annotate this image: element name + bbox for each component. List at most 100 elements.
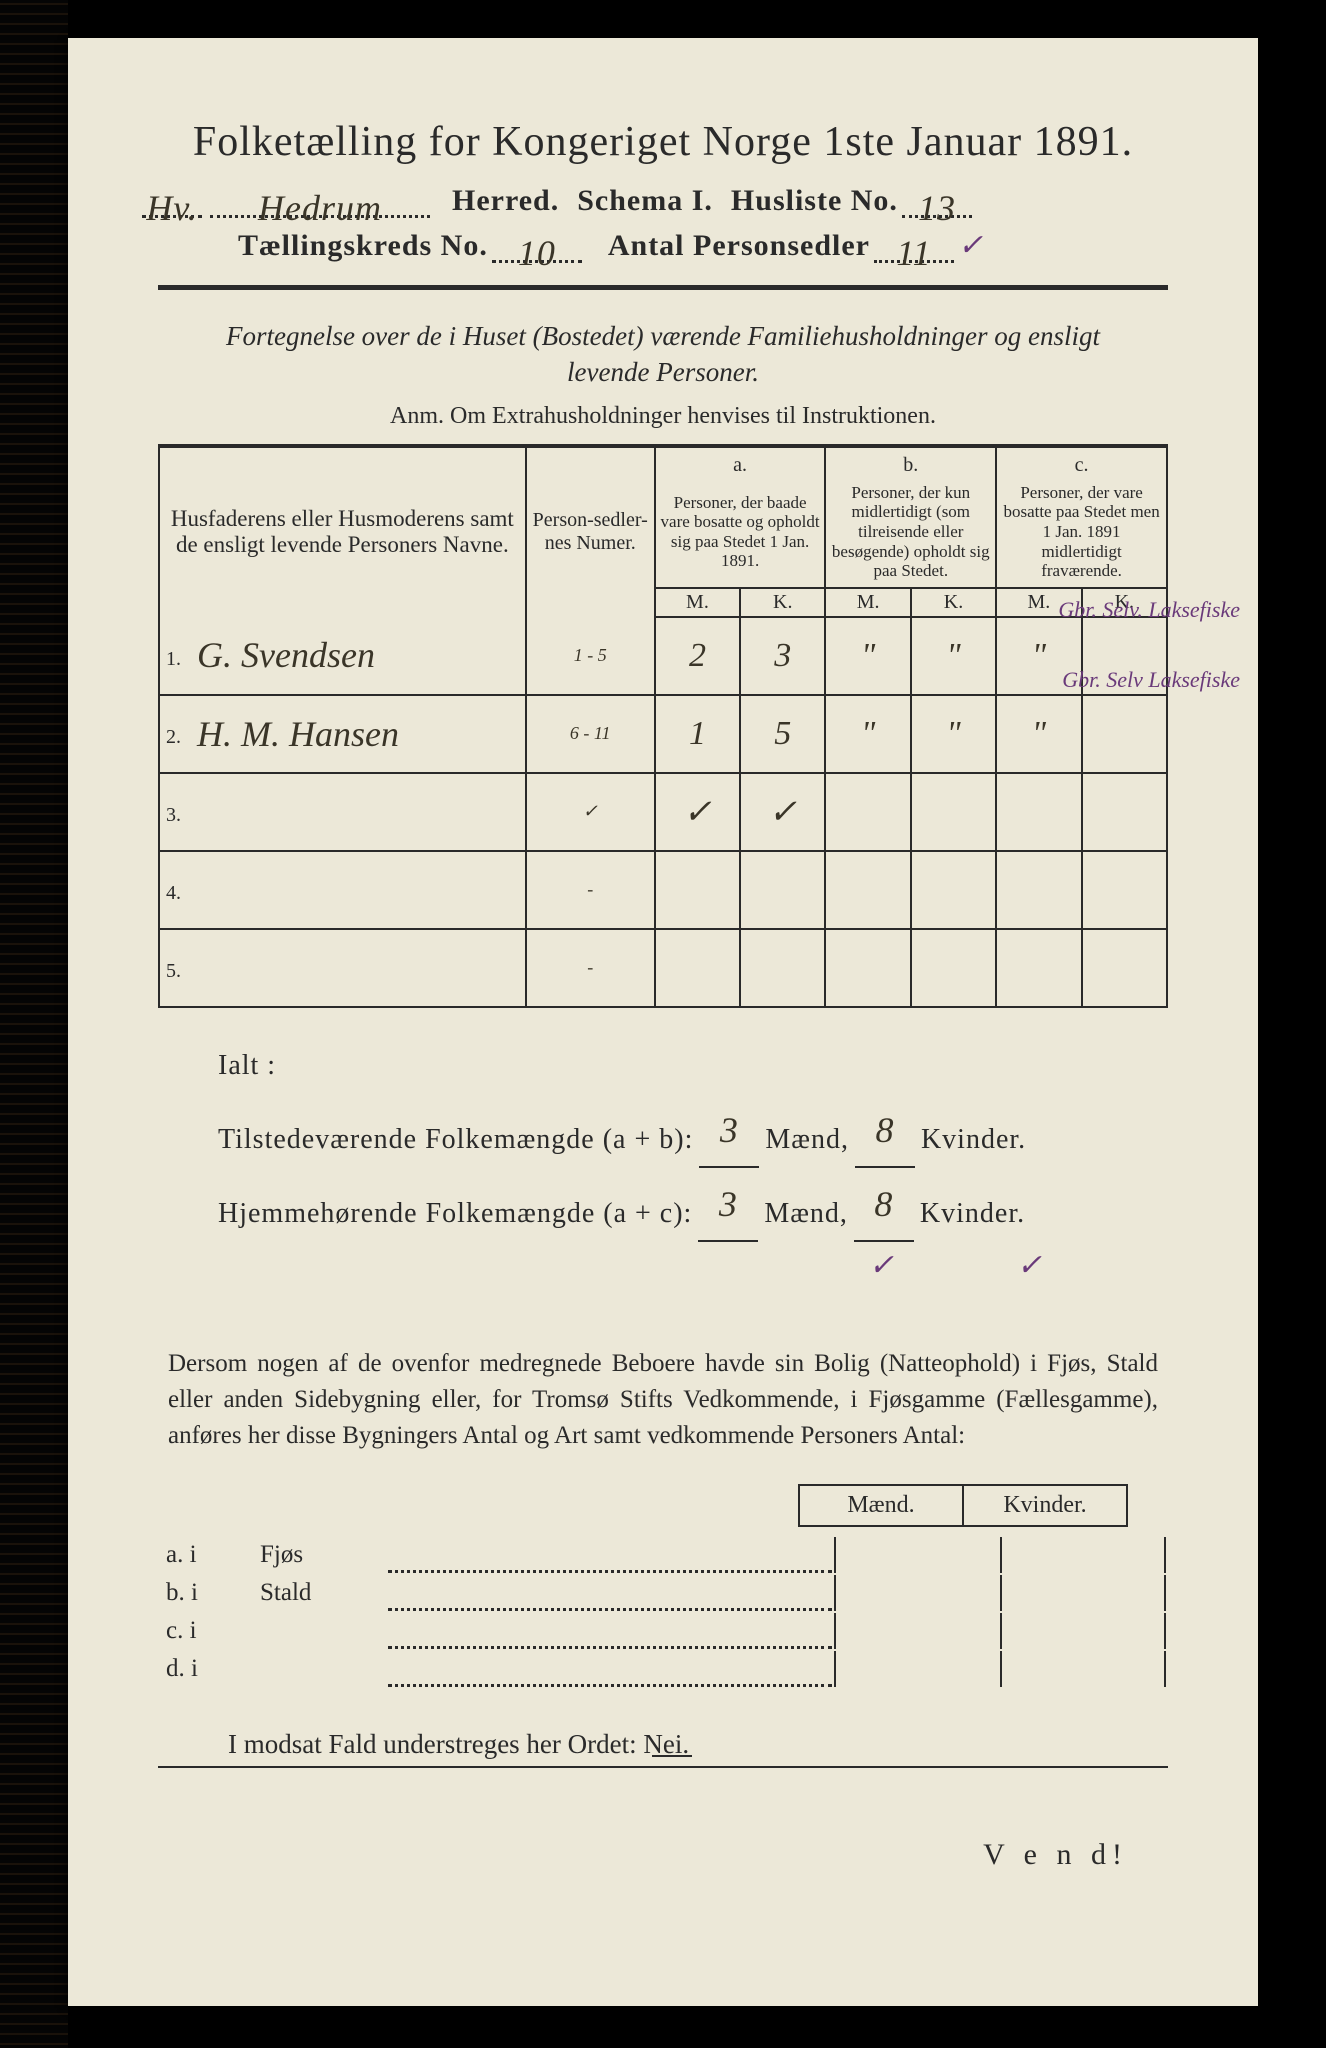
anm-note: Anm. Om Extrahusholdninger henvises til … bbox=[158, 403, 1168, 430]
table-row: 1.G. Svendsen1 - 523""" bbox=[159, 617, 1167, 695]
margin-note: Gbr. Selv. Laksefiske bbox=[1058, 598, 1240, 621]
lower-text: Stald bbox=[254, 1575, 386, 1611]
lower-row: d. i bbox=[160, 1651, 1166, 1687]
label-kvinder-1: Kvinder. bbox=[921, 1112, 1026, 1168]
totals-l1-m: 3 bbox=[699, 1094, 759, 1168]
lower-label: a. i bbox=[160, 1537, 252, 1573]
row-a-m: 1 bbox=[655, 695, 740, 773]
lower-m bbox=[834, 1537, 998, 1573]
margin-note: Gbr. Selv Laksefiske bbox=[1062, 668, 1240, 691]
row-a-m bbox=[655, 851, 740, 929]
page-title: Folketælling for Kongeriget Norge 1ste J… bbox=[158, 118, 1168, 166]
label-kvinder-2: Kvinder. bbox=[920, 1186, 1025, 1242]
row-b-k bbox=[911, 929, 996, 1007]
row-a-m bbox=[655, 929, 740, 1007]
check-m: ✓ bbox=[852, 1236, 912, 1296]
totals-line-1: Tilstedeværende Folkemængde (a + b): 3 M… bbox=[218, 1094, 1168, 1168]
lower-m bbox=[834, 1613, 998, 1649]
totals-block: Ialt : Tilstedeværende Folkemængde (a + … bbox=[218, 1038, 1168, 1296]
row-name: 2.H. M. Hansen bbox=[159, 695, 526, 773]
totals-l1-label: Tilstedeværende Folkemængde (a + b): bbox=[218, 1112, 693, 1168]
row-b-m bbox=[825, 929, 910, 1007]
kreds-no: 10 bbox=[492, 232, 582, 263]
row-c-k bbox=[1082, 695, 1167, 773]
col-name-header: Husfaderens eller Husmoderens samt de en… bbox=[159, 446, 526, 617]
label-herred: Herred. bbox=[452, 184, 559, 218]
row-c-m bbox=[996, 929, 1081, 1007]
row-b-k: " bbox=[911, 695, 996, 773]
row-c-m bbox=[996, 773, 1081, 851]
table-row: 5.- bbox=[159, 929, 1167, 1007]
herred-prefix: Hv. bbox=[142, 187, 202, 218]
row-num: ✓ bbox=[526, 773, 655, 851]
col-num-header: Person-sedler-nes Numer. bbox=[526, 446, 655, 617]
col-a-header: Personer, der baade vare bosatte og opho… bbox=[655, 477, 826, 588]
col-b-header: Personer, der kun midlertidigt (som tilr… bbox=[825, 477, 996, 588]
lower-k bbox=[1000, 1651, 1166, 1687]
row-a-k: ✓ bbox=[740, 773, 825, 851]
row-b-k bbox=[911, 773, 996, 851]
rule-nei bbox=[158, 1766, 1168, 1768]
lower-k bbox=[1000, 1575, 1166, 1611]
row-name: 3. bbox=[159, 773, 526, 851]
row-c-k bbox=[1082, 851, 1167, 929]
lower-head-k: Kvinder. bbox=[962, 1484, 1128, 1527]
row-a-k: 3 bbox=[740, 617, 825, 695]
row-name: 4. bbox=[159, 851, 526, 929]
lower-table: a. iFjøsb. iStaldc. id. i bbox=[158, 1535, 1168, 1689]
row-a-m: 2 bbox=[655, 617, 740, 695]
mk-b-k: K. bbox=[911, 588, 996, 617]
header-line-2: Tællingskreds No. 10 Antal Personsedler … bbox=[238, 228, 1168, 263]
lower-table-header: Mænd. Kvinder. bbox=[158, 1484, 1128, 1527]
row-c-m: " bbox=[996, 695, 1081, 773]
lower-text: Fjøs bbox=[254, 1537, 386, 1573]
label-maend-1: Mænd, bbox=[765, 1112, 849, 1168]
lower-row: c. i bbox=[160, 1613, 1166, 1649]
col-b-label: b. bbox=[825, 446, 996, 477]
husliste-no: 13 bbox=[902, 187, 972, 218]
lower-text bbox=[254, 1613, 386, 1649]
paragraph: Dersom nogen af de ovenfor medregnede Be… bbox=[168, 1346, 1158, 1455]
lower-label: d. i bbox=[160, 1651, 252, 1687]
header-line-1: Hv. Hedrum Herred. Schema I. Husliste No… bbox=[138, 184, 1168, 218]
row-num: 6 - 11 bbox=[526, 695, 655, 773]
row-num: 1 - 5 bbox=[526, 617, 655, 695]
census-form-page: Folketælling for Kongeriget Norge 1ste J… bbox=[68, 38, 1258, 2006]
mk-a-m: M. bbox=[655, 588, 740, 617]
lower-head-m: Mænd. bbox=[798, 1484, 962, 1527]
lower-row: a. iFjøs bbox=[160, 1537, 1166, 1573]
col-c-header: Personer, der vare bosatte paa Stedet me… bbox=[996, 477, 1167, 588]
row-b-k bbox=[911, 851, 996, 929]
row-b-m bbox=[825, 773, 910, 851]
lower-text bbox=[254, 1651, 386, 1687]
totals-l1-k: 8 bbox=[855, 1094, 915, 1168]
label-antal: Antal Personsedler bbox=[608, 229, 870, 263]
nei-underline bbox=[652, 1755, 692, 1757]
check-k: ✓ bbox=[1000, 1236, 1060, 1296]
lower-row: b. iStald bbox=[160, 1575, 1166, 1611]
herred-value: Hedrum bbox=[210, 187, 430, 218]
mk-a-k: K. bbox=[740, 588, 825, 617]
label-kreds: Tællingskreds No. bbox=[238, 229, 488, 263]
lower-dots bbox=[388, 1613, 832, 1649]
totals-l2-label: Hjemmehørende Folkemængde (a + c): bbox=[218, 1186, 692, 1242]
lower-dots bbox=[388, 1575, 832, 1611]
row-name: 5. bbox=[159, 929, 526, 1007]
label-husliste: Husliste No. bbox=[731, 184, 898, 218]
row-b-m: " bbox=[825, 695, 910, 773]
lower-m bbox=[834, 1575, 998, 1611]
lower-m bbox=[834, 1651, 998, 1687]
nei-line: I modsat Fald understreges her Ordet: Ne… bbox=[228, 1729, 1168, 1760]
row-name: 1.G. Svendsen bbox=[159, 617, 526, 695]
row-b-m bbox=[825, 851, 910, 929]
table-row: 2.H. M. Hansen6 - 1115""" bbox=[159, 695, 1167, 773]
lower-k bbox=[1000, 1537, 1166, 1573]
totals-checks: ✓ ✓ bbox=[218, 1236, 1168, 1296]
row-a-k bbox=[740, 929, 825, 1007]
table-row: 3.✓✓✓ bbox=[159, 773, 1167, 851]
film-edge bbox=[0, 0, 68, 2048]
row-c-m bbox=[996, 851, 1081, 929]
row-b-k: " bbox=[911, 617, 996, 695]
row-a-k bbox=[740, 851, 825, 929]
antal-check: ✓ bbox=[958, 228, 984, 263]
